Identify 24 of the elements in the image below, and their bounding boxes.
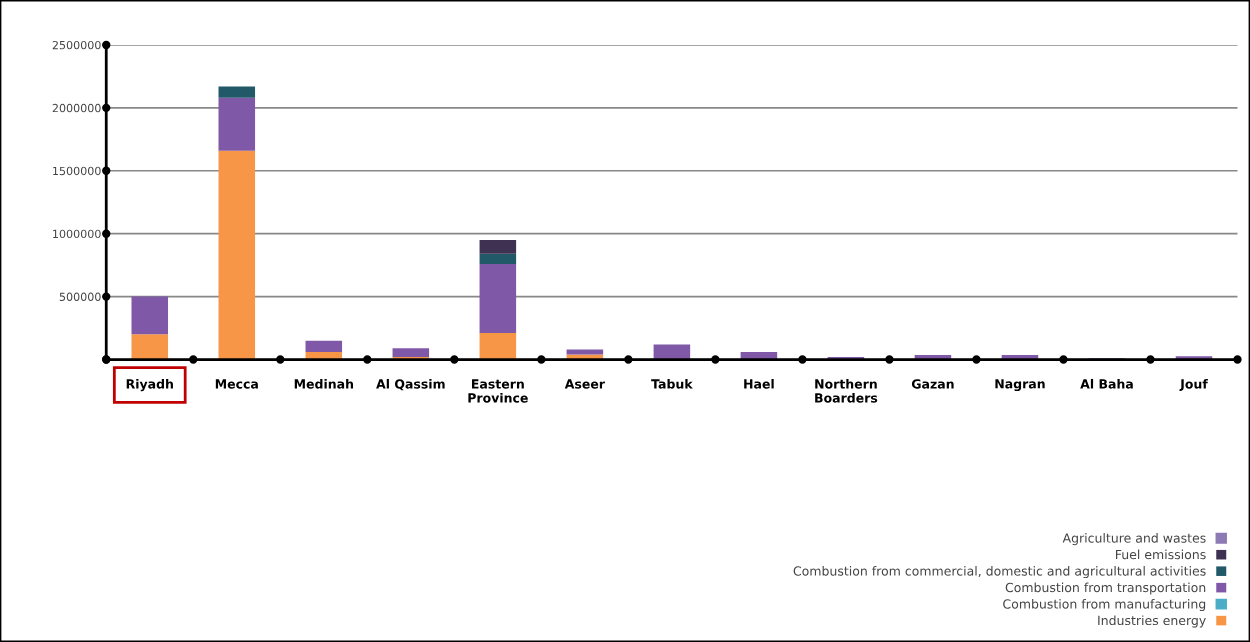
legend-label: Fuel emissions [1116, 549, 1206, 560]
x-tick-label: Medinah [294, 378, 354, 389]
y-tick-label: 2500000 [52, 40, 101, 50]
x-tick-label: Gazan [911, 379, 954, 389]
x-tick-label: Al Baha [1080, 378, 1133, 389]
x-tick-label: Jouf [1179, 378, 1208, 391]
y-tick-label: 500000 [59, 292, 101, 301]
x-tick-label: Hael [744, 378, 774, 389]
y-tick-label: 2000000 [52, 103, 101, 113]
legend-label: Combustion from commercial, domestic and agricultural activities [793, 566, 1206, 579]
y-tick-label: 1500000 [53, 166, 101, 176]
x-tick-label: Northern Boarders [815, 378, 878, 403]
x-tick-label: Al Qassim [376, 378, 445, 391]
x-tick-label: Aseer [564, 379, 605, 389]
x-tick-label: Tabuk [651, 378, 693, 389]
legend-label: Agriculture and wastes [1062, 533, 1206, 546]
x-tick-label: Eastern Province [468, 379, 528, 403]
x-tick-label: Mecca [215, 379, 258, 389]
y-tick-label: 1000000 [53, 229, 101, 239]
legend-label: Combustion from transportation [1005, 582, 1206, 595]
x-tick-label: Riyadh [126, 378, 173, 392]
legend-label: Industries energy [1098, 615, 1206, 628]
x-tick-label: Nagran [995, 379, 1045, 392]
legend-label: Combustion from manufacturing [1003, 598, 1206, 612]
